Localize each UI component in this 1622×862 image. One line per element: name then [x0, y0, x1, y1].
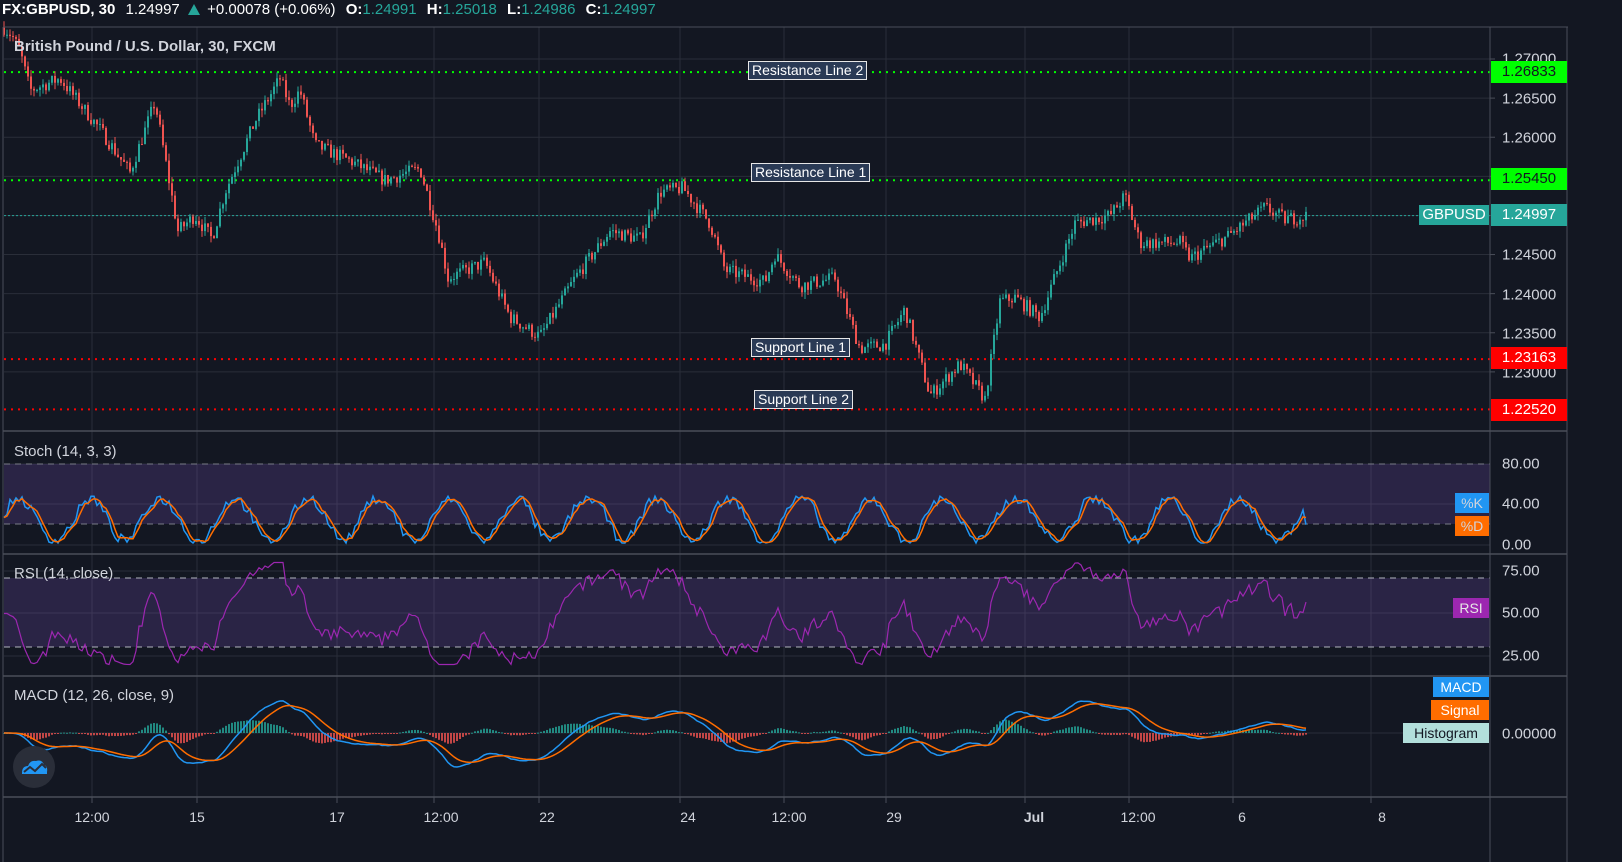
- open-value: 1.24991: [362, 1, 417, 18]
- signal-tag: Signal: [1431, 700, 1489, 720]
- rsi-tick: 25.00: [1502, 647, 1540, 665]
- time-tick: 17: [329, 809, 345, 825]
- resistance-line-1-label[interactable]: Resistance Line 1: [751, 163, 871, 182]
- time-tick: 15: [189, 809, 205, 825]
- support-line-1-price: 1.23163: [1491, 347, 1567, 369]
- price-change: +0.00078 (+0.06%): [207, 1, 336, 18]
- price-tick: 1.24000: [1502, 286, 1557, 304]
- support-line-2-label[interactable]: Support Line 2: [754, 390, 854, 409]
- time-tick: 29: [886, 809, 902, 825]
- symbol-header: FX:GBPUSD, 30 1.24997 +0.00078 (+0.06%) …: [0, 0, 1622, 26]
- time-tick: 8: [1378, 809, 1386, 825]
- time-tick: 22: [539, 809, 555, 825]
- stoch-series: [3, 494, 1307, 545]
- high-label: H:: [426, 1, 443, 18]
- time-tick: 6: [1238, 809, 1246, 825]
- pane-borders: [2, 26, 1568, 862]
- rsi-tick: 50.00: [1502, 604, 1540, 622]
- time-tick: Jul: [1023, 809, 1045, 825]
- tradingview-logo-button[interactable]: [13, 746, 55, 788]
- close-label: C:: [585, 1, 602, 18]
- rsi-tag: RSI: [1453, 598, 1489, 618]
- grid-lines: [4, 27, 1490, 797]
- stoch-d-tag: %D: [1455, 516, 1489, 536]
- support-line-2-price: 1.22520: [1491, 399, 1567, 421]
- time-tick: 12:00: [771, 809, 807, 825]
- resistance-line-1-price: 1.25450: [1491, 168, 1567, 190]
- stoch-k-tag: %K: [1455, 493, 1489, 513]
- price-tick: 1.26000: [1502, 129, 1557, 147]
- time-tick: 12:00: [423, 809, 459, 825]
- last-price: 1.24997: [125, 1, 180, 18]
- stoch-pane-title[interactable]: Stoch (14, 3, 3): [14, 443, 117, 460]
- macd-tick: 0.00000: [1502, 725, 1557, 743]
- stoch-tick: 40.00: [1502, 495, 1540, 513]
- rsi-series: [3, 561, 1307, 666]
- up-triangle-icon: [187, 4, 200, 15]
- macd-pane-title[interactable]: MACD (12, 26, close, 9): [14, 687, 175, 704]
- time-tick: 24: [680, 809, 696, 825]
- high-value: 1.25018: [442, 1, 497, 18]
- resistance-line-2-price: 1.26833: [1491, 61, 1567, 83]
- symbol-name[interactable]: FX:GBPUSD, 30: [2, 1, 116, 18]
- price-tick: 1.24500: [1502, 246, 1557, 264]
- resistance-line-2-label[interactable]: Resistance Line 2: [748, 61, 868, 80]
- stoch-tick: 80.00: [1502, 455, 1540, 473]
- current-price-label: 1.24997: [1491, 204, 1567, 226]
- low-value: 1.24986: [521, 1, 576, 18]
- current-price-symbol-tag: GBPUSD: [1419, 205, 1489, 225]
- time-tick: 12:00: [1120, 809, 1156, 825]
- macd-series: [3, 700, 1307, 768]
- time-tick: 12:00: [74, 809, 110, 825]
- cloud-chart-icon: [22, 760, 48, 774]
- price-tick: 1.23500: [1502, 325, 1557, 343]
- histogram-tag: Histogram: [1403, 723, 1489, 743]
- horizontal-lines[interactable]: [4, 71, 1490, 411]
- price-pane-title: British Pound / U.S. Dollar, 30, FXCM: [14, 38, 276, 55]
- rsi-pane-title[interactable]: RSI (14, close): [14, 565, 114, 582]
- close-value: 1.24997: [601, 1, 656, 18]
- low-label: L:: [507, 1, 522, 18]
- candlestick-series: [3, 21, 1307, 404]
- rsi-tick: 75.00: [1502, 562, 1540, 580]
- indicator-bands: [4, 463, 1490, 648]
- macd-tag: MACD: [1433, 677, 1489, 697]
- support-line-1-label[interactable]: Support Line 1: [751, 338, 851, 357]
- price-tick: 1.26500: [1502, 90, 1557, 108]
- open-label: O:: [345, 1, 363, 18]
- stoch-tick: 0.00: [1502, 536, 1532, 554]
